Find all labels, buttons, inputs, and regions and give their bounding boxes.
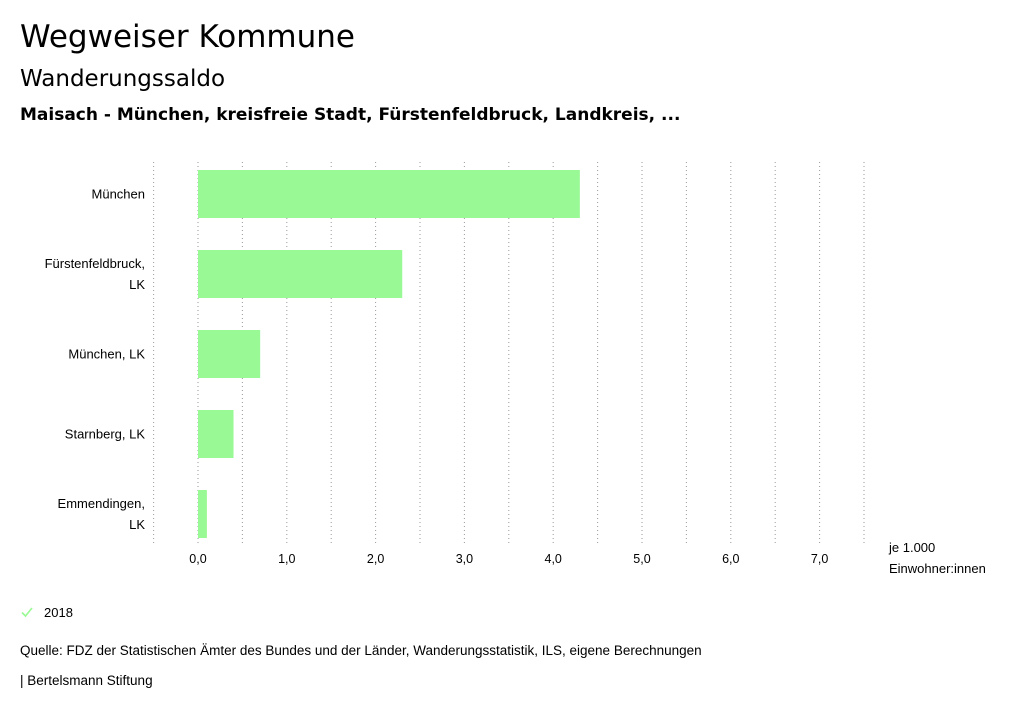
- x-tick-label: 1,0: [278, 552, 295, 566]
- bar: [198, 330, 261, 378]
- page-title: Wegweiser Kommune: [20, 19, 355, 55]
- category-label: Emmendingen, LK: [58, 496, 146, 532]
- x-unit-label: Einwohner:innen: [889, 561, 986, 576]
- legend-label: 2018: [44, 604, 73, 620]
- x-tick-label: 3,0: [456, 552, 473, 566]
- x-tick-label: 6,0: [722, 552, 739, 566]
- region-selection: Maisach - München, kreisfreie Stadt, Für…: [20, 105, 681, 125]
- x-tick-label: 4,0: [545, 552, 562, 566]
- bar: [198, 170, 580, 218]
- category-label: München: [92, 187, 145, 202]
- x-tick-label: 5,0: [633, 552, 650, 566]
- category-label: Fürstenfeldbruck, LK: [45, 256, 146, 292]
- chart-legend[interactable]: 2018: [20, 603, 73, 621]
- x-tick-label: 2,0: [367, 552, 384, 566]
- brand-note: | Bertelsmann Stiftung: [20, 673, 153, 688]
- x-tick-label: 0,0: [189, 552, 206, 566]
- bar-chart: München Fürstenfeldbruck, LK München, LK Sta…: [45, 162, 986, 576]
- category-label: München, LK: [68, 347, 145, 362]
- bar: [198, 250, 403, 298]
- bar: [198, 410, 234, 458]
- source-note: Quelle: FDZ der Statistischen Ämter des …: [20, 643, 702, 658]
- category-label: Starnberg, LK: [65, 427, 146, 442]
- x-tick-label: 7,0: [811, 552, 828, 566]
- x-unit-label: je 1.000: [888, 540, 935, 555]
- bar: [198, 490, 207, 538]
- check-icon: [21, 607, 33, 618]
- chart-subtitle: Wanderungssaldo: [20, 66, 226, 92]
